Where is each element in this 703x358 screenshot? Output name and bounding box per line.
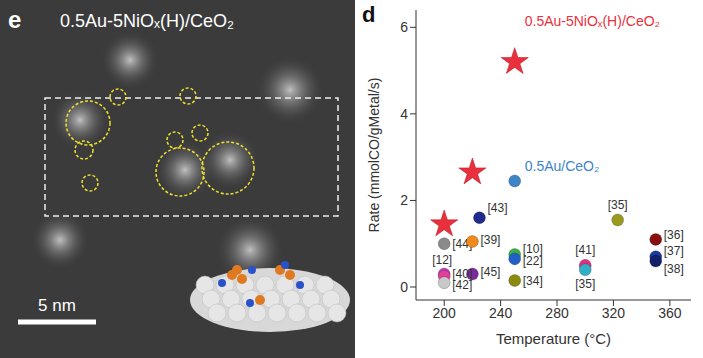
svg-text:[34]: [34]: [523, 274, 543, 288]
svg-text:[45]: [45]: [480, 265, 500, 279]
svg-text:[37]: [37]: [664, 244, 684, 258]
svg-text:2: 2: [400, 192, 408, 208]
svg-text:0.5Au/CeO₂: 0.5Au/CeO₂: [525, 158, 600, 174]
svg-text:[41]: [41]: [575, 243, 595, 257]
svg-text:Temperature (°C): Temperature (°C): [496, 330, 611, 347]
svg-text:d: d: [362, 2, 375, 27]
svg-text:[35]: [35]: [575, 277, 595, 291]
svg-text:6: 6: [400, 19, 408, 35]
svg-text:Rate (mmolCO/gMetal/s): Rate (mmolCO/gMetal/s): [366, 78, 382, 233]
svg-text:[43]: [43]: [487, 201, 507, 215]
svg-text:0.5Au-5NiOₓ(H)/CeO₂: 0.5Au-5NiOₓ(H)/CeO₂: [60, 11, 234, 31]
svg-text:[12]: [12]: [432, 253, 452, 267]
svg-text:[38]: [38]: [664, 262, 684, 276]
svg-text:5 nm: 5 nm: [38, 296, 76, 315]
svg-text:280: 280: [545, 305, 569, 321]
svg-text:[42]: [42]: [452, 278, 472, 292]
svg-text:e: e: [8, 6, 21, 33]
svg-text:[35]: [35]: [608, 198, 628, 212]
svg-text:200: 200: [433, 305, 457, 321]
svg-text:240: 240: [489, 305, 513, 321]
svg-text:[10]: [10]: [522, 241, 543, 256]
svg-text:[39]: [39]: [480, 233, 500, 247]
svg-text:320: 320: [602, 305, 626, 321]
svg-text:[40]: [40]: [452, 267, 473, 282]
svg-text:[22]: [22]: [523, 254, 543, 268]
svg-text:360: 360: [658, 305, 682, 321]
svg-text:0.5Au-5NiOₓ(H)/CeO₂: 0.5Au-5NiOₓ(H)/CeO₂: [525, 13, 660, 29]
svg-text:[36]: [36]: [664, 228, 684, 242]
svg-text:0: 0: [400, 279, 408, 295]
svg-text:4: 4: [400, 106, 408, 122]
svg-text:[44]: [44]: [452, 236, 473, 251]
